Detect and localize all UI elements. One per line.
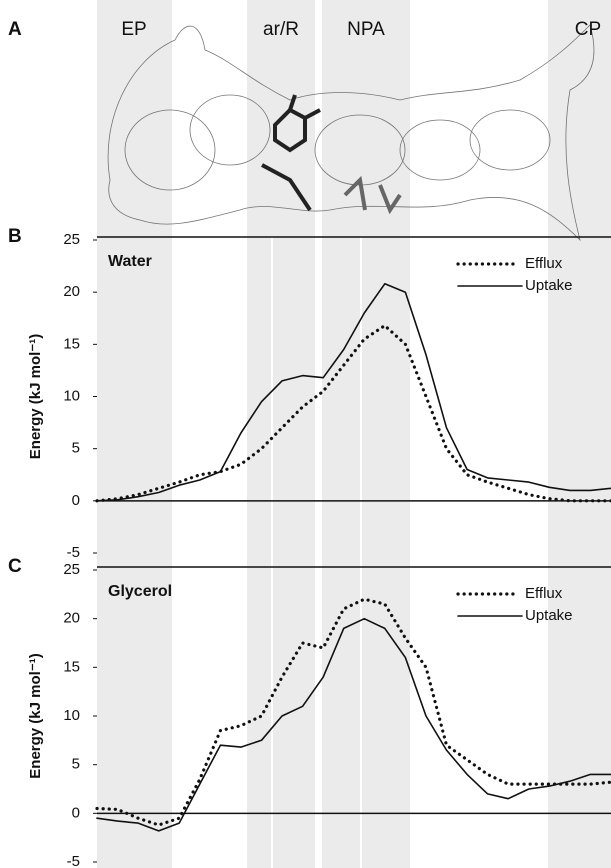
region-bands (97, 0, 611, 868)
y-tick-label: 5 (72, 440, 80, 457)
panel-label: B (8, 226, 22, 247)
surface (470, 110, 550, 170)
y-tick-label: 15 (63, 658, 80, 675)
legend-label: Efflux (525, 585, 563, 602)
band (548, 0, 611, 868)
y-tick-label: 25 (63, 231, 80, 248)
panel-label: A (8, 19, 22, 40)
y-tick-label: -5 (67, 853, 80, 868)
vertical-grid (183, 237, 540, 868)
y-axis-label: Energy (kJ mol⁻¹) (27, 334, 44, 459)
legend-label: Uptake (525, 277, 573, 294)
y-tick-label: 0 (72, 492, 80, 509)
y-tick-label: 20 (63, 283, 80, 300)
region-label: ar/R (263, 19, 299, 40)
y-tick-label: 10 (63, 707, 80, 724)
y-tick-label: 20 (63, 610, 80, 627)
y-tick-label: 25 (63, 561, 80, 578)
y-tick-label: 15 (63, 335, 80, 352)
chart-title: Glycerol (108, 583, 172, 600)
y-tick-label: 5 (72, 756, 80, 773)
chart-title: Water (108, 253, 152, 270)
legend-label: Uptake (525, 607, 573, 624)
y-tick-label: 10 (63, 387, 80, 404)
y-tick-label: -5 (67, 544, 80, 561)
region-label: EP (121, 19, 146, 40)
region-label: NPA (347, 19, 385, 40)
surface (400, 120, 480, 180)
y-axis-label: Energy (kJ mol⁻¹) (27, 653, 44, 778)
panel-label: C (8, 556, 22, 577)
band (97, 0, 172, 868)
region-label: CP (575, 19, 601, 40)
figure: A EP ar/R NPA CP -5 0 5 10 15 20 25 B Water Energ… (0, 0, 611, 868)
legend-label: Efflux (525, 255, 563, 272)
y-tick-label: 0 (72, 804, 80, 821)
